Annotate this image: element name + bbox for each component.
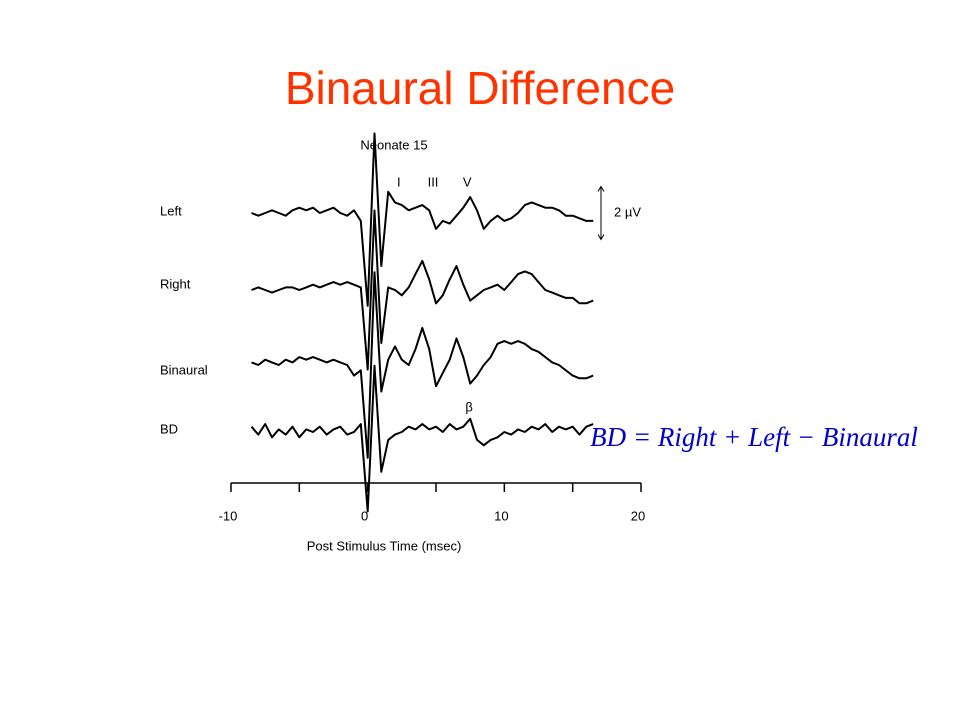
trace (251, 271, 594, 459)
peak-label: V (463, 174, 472, 189)
series-label: Right (160, 276, 191, 291)
trace (251, 209, 594, 371)
peak-label: I (397, 174, 401, 189)
bd-peak-label: β (465, 399, 472, 414)
peak-label: III (428, 174, 439, 189)
x-tick-label: 20 (631, 508, 645, 523)
scale-label: 2 µV (614, 204, 641, 219)
chart-title: Neonate 15 (360, 137, 427, 152)
x-tick-label: 10 (494, 508, 508, 523)
series-label: Left (160, 203, 182, 218)
x-tick-label: -10 (219, 508, 238, 523)
equation: BD = Right + Left − Binaural (590, 422, 918, 452)
series-label: BD (160, 421, 178, 436)
x-tick-label: 0 (361, 508, 368, 523)
x-axis-label: Post Stimulus Time (msec) (307, 538, 462, 553)
slide-title: Binaural Difference (285, 62, 675, 114)
series-label: Binaural (160, 362, 208, 377)
trace (251, 132, 594, 307)
scale-arrow (597, 185, 605, 241)
trace (250, 364, 594, 513)
